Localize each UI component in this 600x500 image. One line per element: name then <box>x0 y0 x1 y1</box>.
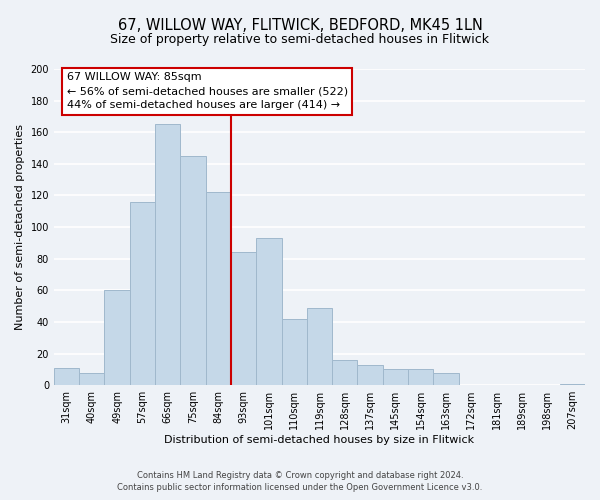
Bar <box>358 364 383 385</box>
Bar <box>383 370 408 385</box>
Bar <box>206 192 231 385</box>
Text: Size of property relative to semi-detached houses in Flitwick: Size of property relative to semi-detach… <box>110 32 490 46</box>
Bar <box>104 290 130 385</box>
Y-axis label: Number of semi-detached properties: Number of semi-detached properties <box>15 124 25 330</box>
Bar <box>256 238 281 385</box>
Bar <box>130 202 155 385</box>
Bar <box>332 360 358 385</box>
Bar <box>281 319 307 385</box>
Bar <box>433 372 458 385</box>
X-axis label: Distribution of semi-detached houses by size in Flitwick: Distribution of semi-detached houses by … <box>164 435 475 445</box>
Bar <box>155 124 181 385</box>
Bar <box>231 252 256 385</box>
Bar <box>408 370 433 385</box>
Text: 67 WILLOW WAY: 85sqm
← 56% of semi-detached houses are smaller (522)
44% of semi: 67 WILLOW WAY: 85sqm ← 56% of semi-detac… <box>67 72 347 110</box>
Bar <box>181 156 206 385</box>
Text: Contains HM Land Registry data © Crown copyright and database right 2024.
Contai: Contains HM Land Registry data © Crown c… <box>118 471 482 492</box>
Bar <box>307 308 332 385</box>
Bar <box>560 384 585 385</box>
Text: 67, WILLOW WAY, FLITWICK, BEDFORD, MK45 1LN: 67, WILLOW WAY, FLITWICK, BEDFORD, MK45 … <box>118 18 482 32</box>
Bar <box>54 368 79 385</box>
Bar <box>79 372 104 385</box>
